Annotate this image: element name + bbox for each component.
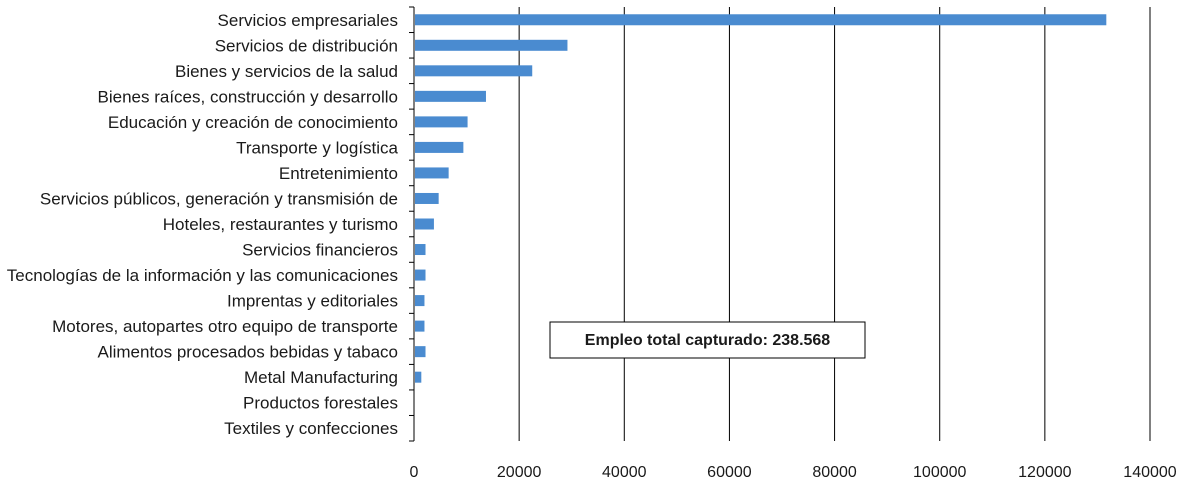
category-label: Imprentas y editoriales [227, 292, 398, 311]
bar [415, 65, 533, 77]
bar [415, 346, 426, 358]
x-tick-label: 80000 [812, 464, 857, 481]
bar [415, 371, 422, 383]
bar [415, 269, 426, 281]
x-tick-label: 40000 [602, 464, 647, 481]
category-label: Servicios empresariales [218, 11, 398, 30]
category-label: Productos forestales [243, 394, 398, 413]
x-tick-label: 140000 [1123, 464, 1176, 481]
category-label: Servicios financieros [242, 241, 398, 260]
category-label: Entretenimiento [279, 164, 398, 183]
bar [415, 39, 568, 51]
bar [415, 14, 1107, 26]
grid-lines [409, 6, 1151, 442]
bar [415, 295, 425, 307]
category-label: Servicios de distribución [215, 36, 398, 55]
bar [415, 167, 449, 179]
category-label: Educación y creación de conocimiento [108, 113, 398, 132]
x-tick-label: 0 [410, 464, 419, 481]
category-label: Transporte y logística [236, 138, 398, 157]
category-label: Hoteles, restaurantes y turismo [163, 215, 398, 234]
x-tick-label: 120000 [1018, 464, 1071, 481]
x-tick-label: 100000 [913, 464, 966, 481]
bar [415, 141, 464, 153]
category-label: Motores, autopartes otro equipo de trans… [52, 317, 398, 336]
category-label: Bienes y servicios de la salud [175, 62, 398, 81]
annotation-box [549, 321, 866, 359]
total-employment-annotation: Empleo total capturado: 238.568 [549, 321, 866, 359]
category-label: Servicios públicos, generación y transmi… [40, 189, 398, 208]
category-labels: Servicios empresariales Servicios de dist… [7, 11, 399, 438]
bar [415, 116, 468, 128]
bar [415, 244, 426, 256]
x-tick-label: 60000 [707, 464, 752, 481]
x-tick-label: 20000 [497, 464, 542, 481]
bar [415, 320, 425, 332]
bar [415, 192, 439, 204]
category-label: Alimentos procesados bebidas y tabaco [97, 343, 398, 362]
x-axis-ticks: 0 20000 40000 60000 80000 100000 120000 140000 [410, 464, 1177, 481]
category-label: Tecnologías de la información y las comu… [7, 266, 398, 285]
bar [415, 90, 486, 102]
bars [415, 14, 1107, 383]
category-label: Textiles y confecciones [224, 419, 398, 438]
annotation-text: Empleo total capturado: 238.568 [585, 332, 831, 349]
category-label: Metal Manufacturing [244, 368, 398, 387]
category-label: Bienes raíces, construcción y desarrollo [98, 87, 398, 106]
bar [415, 218, 434, 230]
